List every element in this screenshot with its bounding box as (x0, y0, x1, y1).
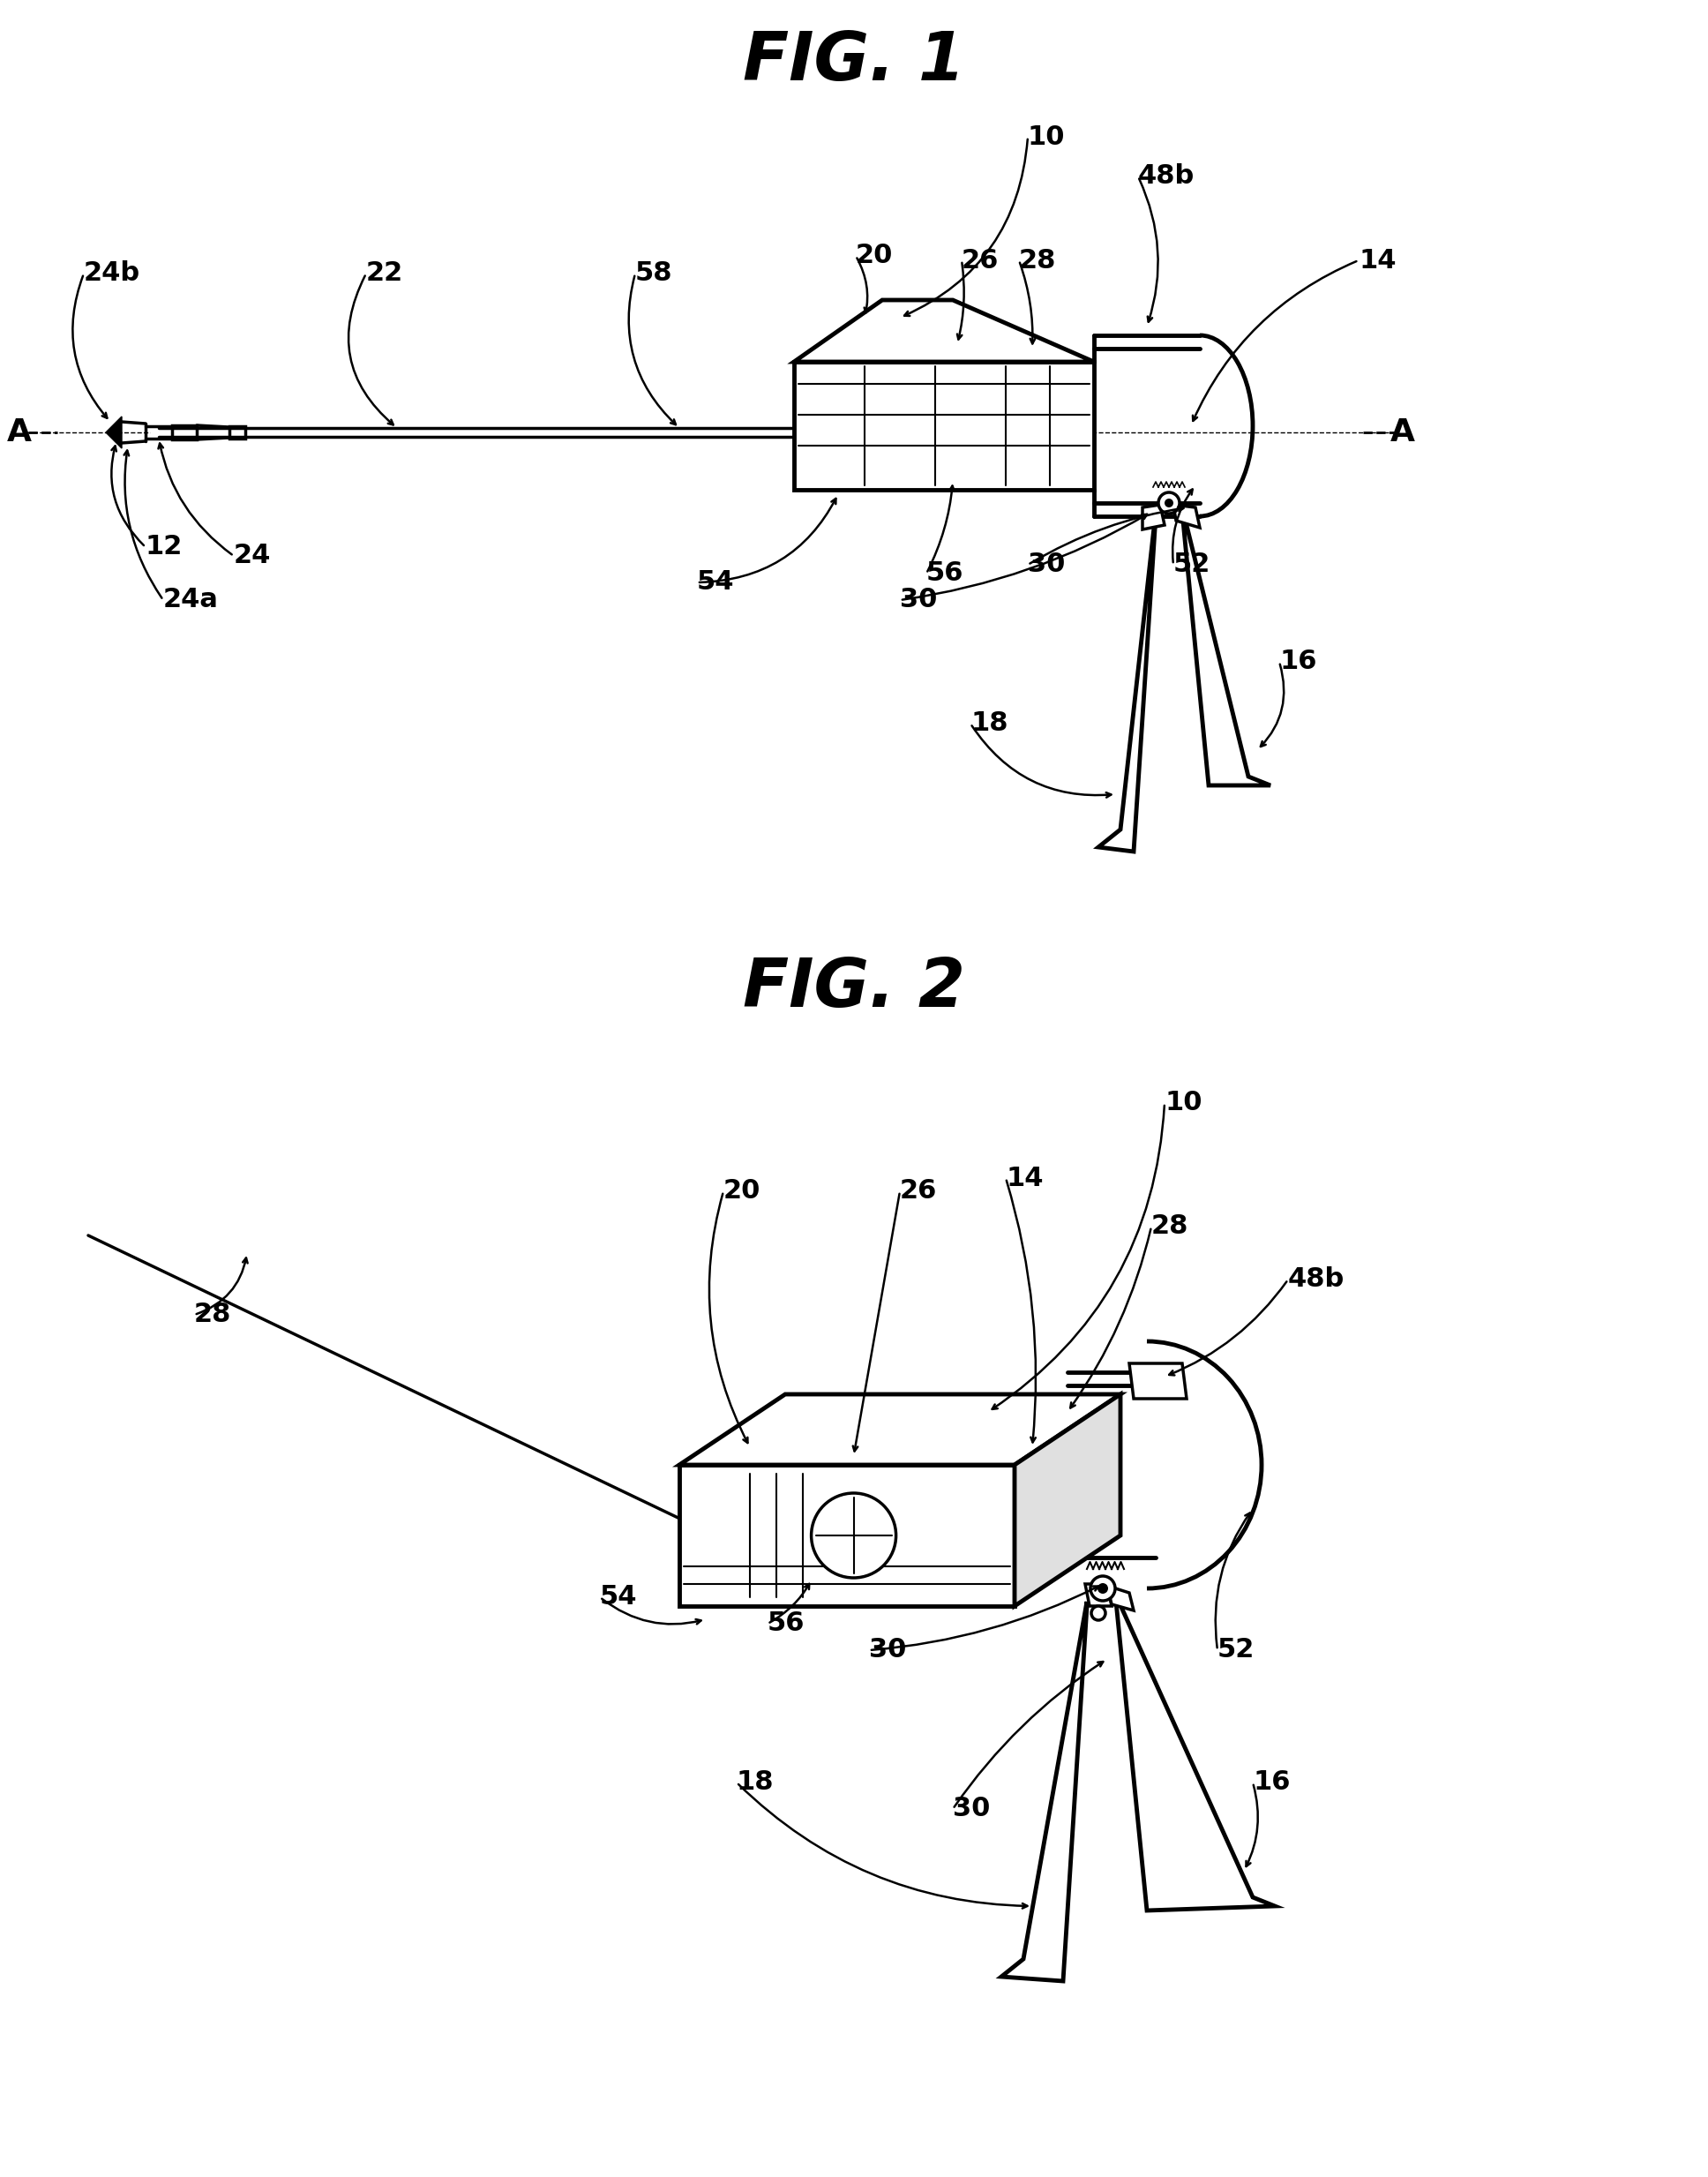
Circle shape (1090, 1576, 1115, 1600)
Text: 18: 18 (736, 1770, 774, 1796)
Text: 28: 28 (1020, 248, 1056, 272)
Text: 30: 30 (900, 588, 938, 614)
Text: 26: 26 (900, 1178, 938, 1204)
Polygon shape (680, 1465, 1015, 1607)
Text: 20: 20 (724, 1178, 760, 1204)
Text: 56: 56 (926, 562, 963, 586)
Text: 48b: 48b (1288, 1267, 1344, 1293)
Text: 52: 52 (1218, 1637, 1255, 1663)
Text: 56: 56 (767, 1611, 804, 1637)
Text: 14: 14 (1006, 1165, 1044, 1191)
Polygon shape (1182, 507, 1271, 786)
Text: A: A (1390, 418, 1416, 448)
Text: 28: 28 (1151, 1215, 1189, 1239)
Text: 26: 26 (962, 248, 999, 272)
Text: 58: 58 (635, 261, 673, 287)
Polygon shape (1173, 505, 1199, 527)
Text: 30: 30 (953, 1796, 991, 1822)
Text: A: A (7, 418, 32, 448)
Circle shape (811, 1493, 897, 1578)
Text: 54: 54 (600, 1585, 637, 1611)
Text: 12: 12 (145, 533, 183, 559)
Polygon shape (1098, 512, 1156, 851)
Polygon shape (1115, 1596, 1274, 1911)
Text: 10: 10 (1165, 1091, 1202, 1117)
Text: 14: 14 (1358, 248, 1395, 272)
Circle shape (1091, 1607, 1105, 1620)
Text: 24b: 24b (84, 261, 140, 287)
Polygon shape (1001, 1602, 1086, 1981)
Text: 30: 30 (869, 1637, 907, 1663)
Text: 52: 52 (1173, 553, 1211, 577)
Polygon shape (794, 300, 1093, 361)
Circle shape (1165, 499, 1173, 507)
Text: FIG. 2: FIG. 2 (743, 956, 965, 1021)
Text: 28: 28 (195, 1302, 232, 1328)
Bar (173, 425, 196, 440)
Circle shape (1158, 492, 1180, 514)
Text: FIG. 1: FIG. 1 (743, 28, 965, 94)
Polygon shape (1129, 1363, 1187, 1398)
Circle shape (1098, 1583, 1108, 1594)
Text: 54: 54 (697, 570, 734, 594)
Polygon shape (1143, 505, 1165, 529)
Text: 24a: 24a (164, 588, 219, 614)
Text: 48b: 48b (1138, 163, 1196, 189)
Text: 22: 22 (366, 261, 403, 287)
Polygon shape (1085, 1585, 1112, 1607)
Bar (794, 361, 1093, 490)
Text: 16: 16 (1252, 1770, 1290, 1796)
Text: 30: 30 (1028, 553, 1066, 577)
Text: 20: 20 (856, 244, 893, 268)
Text: 18: 18 (970, 712, 1008, 736)
Polygon shape (1015, 1393, 1120, 1607)
Text: 10: 10 (1028, 124, 1066, 150)
Bar (229, 427, 246, 438)
Polygon shape (106, 416, 121, 448)
Text: 24: 24 (234, 542, 272, 568)
Polygon shape (680, 1393, 1120, 1465)
Text: 16: 16 (1279, 649, 1317, 675)
Polygon shape (1107, 1585, 1134, 1611)
